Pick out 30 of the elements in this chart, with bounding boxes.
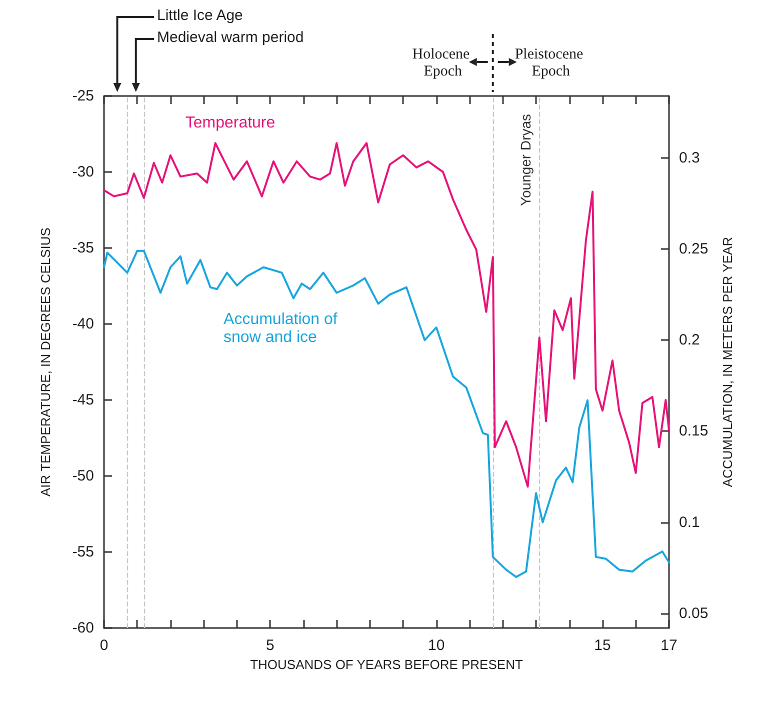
y-tick-label: -40 <box>72 316 94 332</box>
y-tick-label: -60 <box>72 620 94 636</box>
x-tick-label: 0 <box>100 637 108 654</box>
text: Medieval warm period <box>157 29 304 46</box>
line-series <box>103 250 670 578</box>
y-tick-label: -55 <box>72 544 94 560</box>
x-tick-label: 15 <box>594 637 611 654</box>
y-tick-label: -50 <box>72 468 94 484</box>
ref-line-label: Younger Dryas <box>517 114 534 206</box>
y2-tick-label: 0.3 <box>679 149 700 166</box>
y-tick-label: -25 <box>72 88 94 104</box>
y-tick-label: -45 <box>72 392 94 408</box>
y2-tick-label: 0.05 <box>679 604 708 622</box>
y-axis-title: AIR TEMPERATURE, IN DEGREES CELSIUS <box>38 227 53 496</box>
y-tick-label: -35 <box>72 240 94 256</box>
y2-axis-title: ACCUMULATION, IN METERS PER YEAR <box>720 236 735 488</box>
y2-tick-label: 0.2 <box>679 332 700 349</box>
text: Holocene Epoch <box>412 46 474 80</box>
y-tick-label: -30 <box>72 164 94 180</box>
x-tick-label: 17 <box>660 637 678 654</box>
x-axis-title: THOUSANDS OF YEARS BEFORE PRESENT <box>250 657 523 672</box>
series-label: Accumulation of snow and ice <box>224 310 342 346</box>
series-label: Temperature <box>185 114 276 132</box>
text: Pleistocene Epoch <box>514 46 587 80</box>
y2-tick-label: 0.25 <box>679 240 708 258</box>
y2-tick-label: 0.1 <box>679 514 700 531</box>
x-tick-label: 10 <box>428 637 445 654</box>
text: Little Ice Age <box>157 7 243 24</box>
y2-tick-label: 0.15 <box>679 422 708 440</box>
x-tick-label: 5 <box>266 637 274 654</box>
